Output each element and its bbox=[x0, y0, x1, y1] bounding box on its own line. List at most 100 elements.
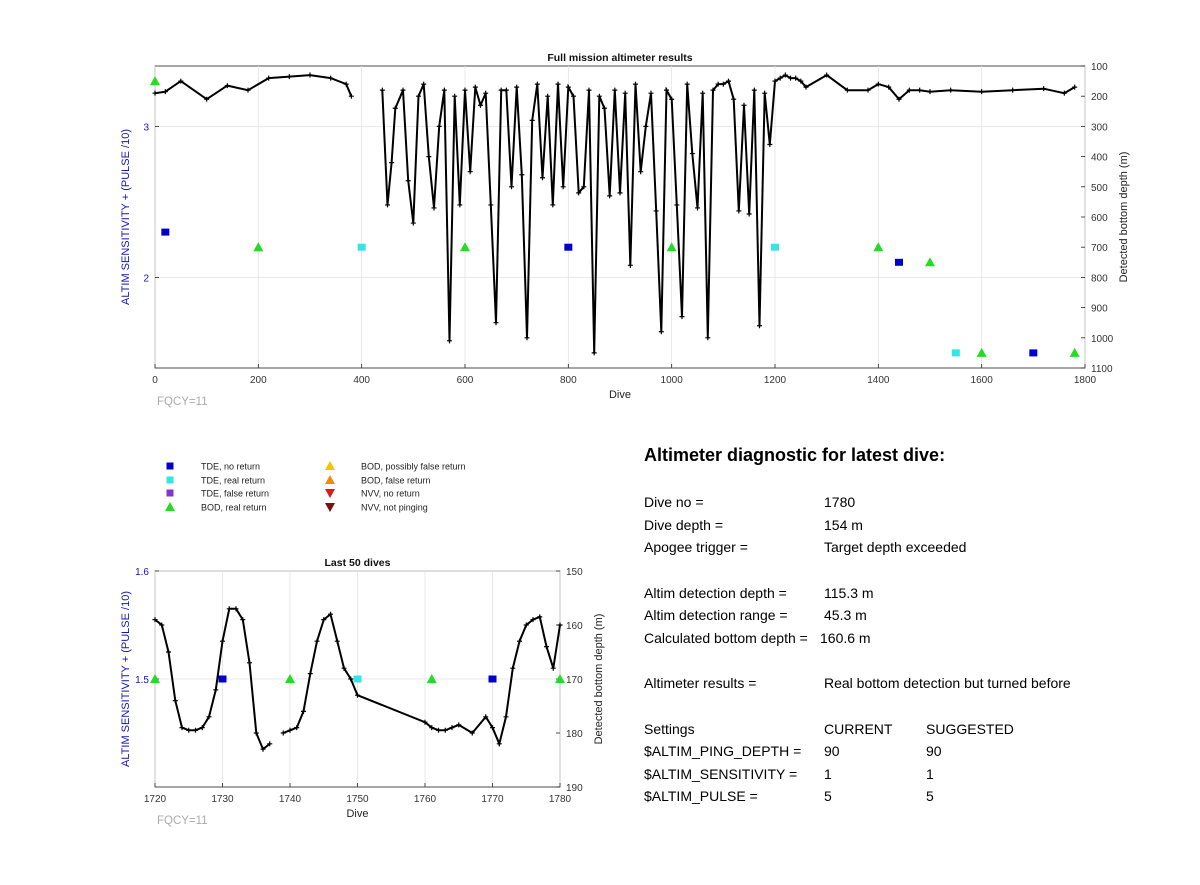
depth-point bbox=[906, 87, 912, 93]
legend-marker-triangle-down bbox=[325, 503, 335, 512]
depth-point bbox=[555, 81, 561, 87]
depth-point bbox=[457, 202, 463, 208]
settings-col-name: Settings bbox=[644, 720, 695, 737]
x-tick-label: 1200 bbox=[764, 375, 787, 386]
depth-point bbox=[429, 725, 435, 731]
depth-point bbox=[844, 87, 850, 93]
depth-point bbox=[496, 741, 502, 747]
y-tick-label-right: 300 bbox=[1091, 122, 1108, 133]
depth-point bbox=[509, 184, 514, 190]
legend-marker-triangle-up bbox=[325, 475, 335, 484]
depth-point bbox=[612, 87, 618, 93]
depth-point bbox=[287, 727, 293, 733]
depth-point bbox=[638, 169, 644, 175]
results-label: Altimeter results = bbox=[644, 675, 757, 691]
depth-point bbox=[469, 730, 475, 736]
depth-point bbox=[517, 638, 522, 644]
depth-point bbox=[586, 87, 592, 93]
depth-point bbox=[793, 75, 799, 81]
depth-point bbox=[348, 93, 354, 99]
depth-point bbox=[648, 90, 654, 96]
results-value: Real bottom detection but turned before bbox=[824, 675, 1071, 691]
depth-point bbox=[782, 72, 788, 78]
depth-point bbox=[576, 190, 582, 196]
diag-value: 45.3 m bbox=[824, 607, 867, 623]
settings-row: $ALTIM_PING_DEPTH = 90 90 bbox=[644, 743, 1184, 766]
depth-point bbox=[545, 93, 551, 99]
depth-point bbox=[557, 622, 563, 628]
depth-point bbox=[550, 665, 556, 671]
depth-point bbox=[772, 78, 778, 84]
depth-point bbox=[653, 208, 659, 214]
setting-current: 90 bbox=[824, 743, 840, 759]
depth-point bbox=[510, 665, 516, 671]
legend-label: TDE, no return bbox=[201, 462, 260, 472]
depth-point bbox=[679, 314, 685, 320]
settings-row: $ALTIM_PULSE = 5 5 bbox=[644, 788, 1184, 811]
setting-current: 5 bbox=[824, 788, 832, 804]
x-tick-label: 1750 bbox=[346, 794, 369, 805]
y-tick-label-right: 400 bbox=[1091, 153, 1108, 164]
bod-real-return-marker bbox=[150, 674, 160, 683]
depth-point bbox=[550, 202, 556, 208]
tde-marker bbox=[488, 675, 497, 683]
depth-point bbox=[798, 78, 804, 84]
depth-point bbox=[441, 87, 447, 93]
depth-point bbox=[537, 614, 543, 620]
depth-point bbox=[560, 184, 566, 190]
depth-point bbox=[715, 81, 721, 87]
y-tick-label-left: 3 bbox=[143, 122, 149, 133]
depth-point bbox=[741, 102, 747, 108]
depth-point bbox=[524, 335, 530, 341]
y-tick-label-left: 1.6 bbox=[135, 567, 149, 578]
depth-point bbox=[379, 87, 385, 93]
chart-title: Full mission altimeter results bbox=[547, 52, 692, 64]
depth-point bbox=[307, 72, 313, 78]
depth-point bbox=[695, 205, 700, 211]
diag-value: 154 m bbox=[824, 516, 863, 533]
depth-point bbox=[762, 90, 768, 96]
y-tick-label-left: 2 bbox=[143, 273, 149, 284]
depth-point bbox=[498, 87, 504, 93]
depth-point bbox=[777, 75, 783, 81]
x-tick-label: 0 bbox=[152, 375, 158, 386]
settings-col-current: CURRENT bbox=[824, 720, 893, 737]
depth-point bbox=[204, 96, 210, 102]
depth-point bbox=[328, 75, 334, 81]
x-tick-label: 1760 bbox=[414, 794, 437, 805]
depth-point bbox=[307, 671, 313, 677]
diag-label: Calculated bottom depth = bbox=[644, 629, 808, 646]
depth-point bbox=[348, 676, 354, 682]
depth-point bbox=[152, 617, 158, 623]
depth-point bbox=[328, 611, 333, 617]
depth-point bbox=[886, 84, 892, 90]
x-tick-label: 1740 bbox=[279, 794, 302, 805]
tde-marker bbox=[353, 675, 362, 683]
legend-label: BOD, real return bbox=[201, 503, 267, 513]
depth-point bbox=[436, 123, 442, 129]
y-tick-label-right: 1100 bbox=[1091, 364, 1113, 375]
depth-point bbox=[979, 89, 985, 95]
x-tick-label: 200 bbox=[250, 375, 267, 386]
y-tick-label-right: 100 bbox=[1091, 62, 1108, 73]
depth-point bbox=[824, 72, 830, 78]
depth-point bbox=[490, 725, 495, 731]
depth-point bbox=[664, 87, 669, 93]
depth-point bbox=[627, 262, 633, 268]
legend-marker-triangle-up bbox=[165, 502, 175, 511]
x-tick-label: 1000 bbox=[661, 375, 684, 386]
diag-value: Target depth exceeded bbox=[824, 539, 967, 555]
depth-point bbox=[186, 727, 192, 733]
depth-point bbox=[436, 727, 441, 733]
fqcy-label: FQCY=11 bbox=[157, 815, 208, 827]
y-tick-label-right: 500 bbox=[1091, 183, 1108, 194]
depth-point bbox=[757, 323, 762, 329]
depth-point bbox=[875, 81, 881, 87]
depth-point bbox=[658, 329, 664, 335]
diag-results-row: Altimeter results = Real bottom detection… bbox=[644, 675, 1184, 698]
depth-point bbox=[452, 93, 458, 99]
y-axis-label-left: ALTIM SENSITIVITY + (PULSE /10) bbox=[120, 591, 132, 767]
chart-title: Last 50 dives bbox=[325, 557, 391, 569]
depth-point bbox=[193, 727, 198, 733]
depth-point bbox=[426, 154, 432, 160]
